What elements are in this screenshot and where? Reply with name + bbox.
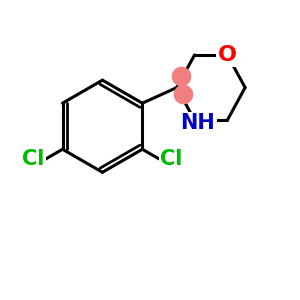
Text: Cl: Cl: [160, 149, 183, 169]
Point: [180, 91, 185, 96]
Text: NH: NH: [180, 113, 215, 133]
Text: O: O: [218, 45, 237, 65]
Text: Cl: Cl: [22, 149, 44, 169]
Point: [179, 73, 184, 78]
